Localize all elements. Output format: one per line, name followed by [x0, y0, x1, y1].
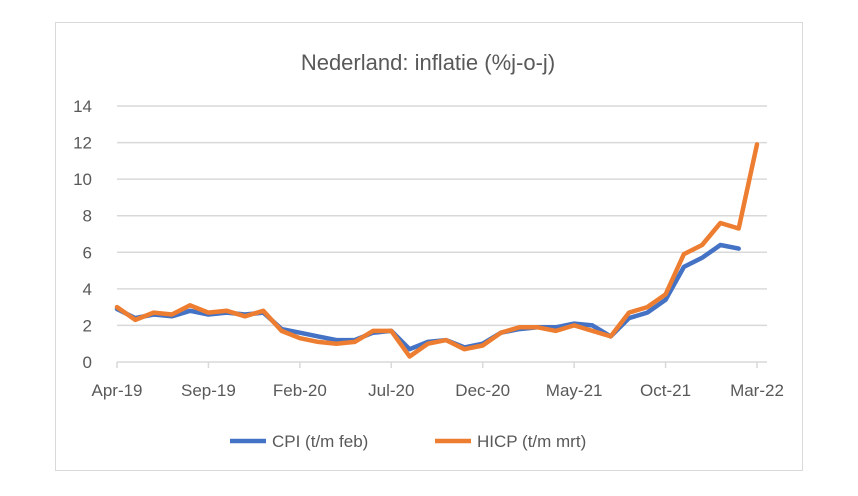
series-line-hicp	[114, 142, 760, 359]
chart-area	[55, 22, 803, 471]
y-tick-label: 4	[83, 280, 92, 299]
x-tick-label: Mar-22	[730, 381, 784, 400]
x-tick-label: Jul-20	[368, 381, 414, 400]
y-tick-label: 2	[83, 316, 92, 335]
x-tick-label: Feb-20	[273, 381, 327, 400]
series-line-cpi	[114, 242, 741, 352]
legend-label: CPI (t/m feb)	[272, 432, 368, 451]
x-tick-label: Oct-21	[640, 381, 691, 400]
y-tick-label: 14	[73, 97, 92, 116]
y-tick-label: 8	[83, 207, 92, 226]
legend-label: HICP (t/m mrt)	[477, 432, 586, 451]
x-tick-label: Sep-19	[181, 381, 236, 400]
x-tick-label: Dec-20	[455, 381, 510, 400]
x-tick-label: Apr-19	[91, 381, 142, 400]
y-tick-label: 6	[83, 243, 92, 262]
y-tick-label: 12	[73, 134, 92, 153]
y-tick-label: 10	[73, 170, 92, 189]
x-tick-label: May-21	[546, 381, 603, 400]
y-tick-label: 0	[83, 353, 92, 372]
chart-title: Nederland: inflatie (%j-o-j)	[301, 50, 555, 75]
